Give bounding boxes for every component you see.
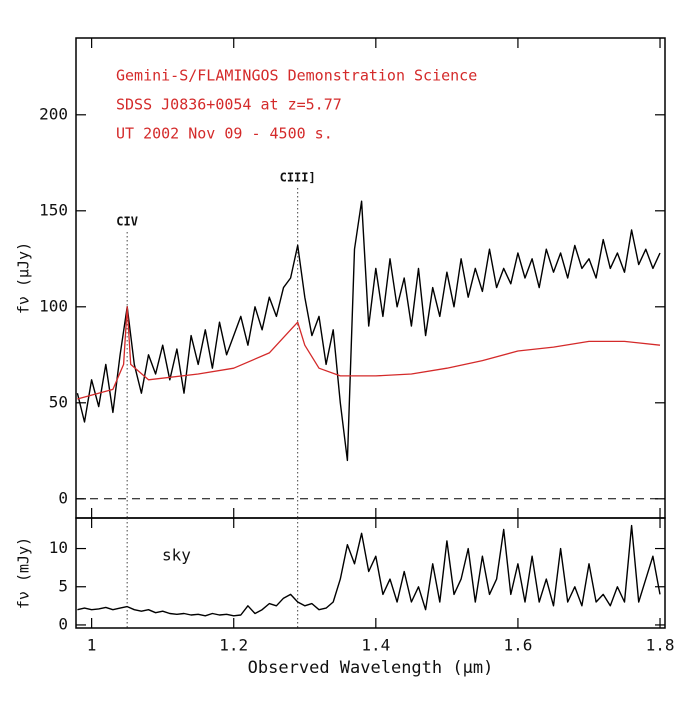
x-tick-label: 1.6: [503, 636, 532, 655]
plot-frame: [75, 517, 666, 629]
x-tick-label: 1.8: [646, 636, 675, 655]
y-axis-label: fν (μJy): [15, 242, 33, 314]
x-axis-label: Observed Wavelength (μm): [248, 658, 494, 678]
annotation: UT 2002 Nov 09 - 4500 s.: [116, 125, 333, 143]
line-label: CIV: [116, 215, 138, 229]
y-tick-label: 0: [58, 614, 68, 633]
y-tick-label: 200: [39, 104, 68, 123]
annotation: sky: [162, 546, 191, 565]
y-tick-label: 10: [49, 538, 68, 557]
annotation: Gemini-S/FLAMINGOS Demonstration Science: [116, 67, 477, 85]
y-tick-label: 5: [58, 576, 68, 595]
y-tick-label: 150: [39, 200, 68, 219]
y-tick-label: 0: [58, 488, 68, 507]
spectrum-line: [76, 200, 661, 462]
y-axis-label: fν (mJy): [15, 537, 33, 609]
spectrum-line: [77, 524, 661, 617]
line-label: CIII]: [280, 171, 316, 185]
x-tick-label: 1.4: [361, 636, 390, 655]
y-tick-label: 50: [49, 392, 68, 411]
x-tick-label: 1: [87, 636, 97, 655]
spectrum-line: [77, 306, 661, 400]
annotation: SDSS J0836+0054 at z=5.77: [116, 96, 342, 114]
y-tick-label: 100: [39, 296, 68, 315]
x-tick-label: 1.2: [219, 636, 248, 655]
